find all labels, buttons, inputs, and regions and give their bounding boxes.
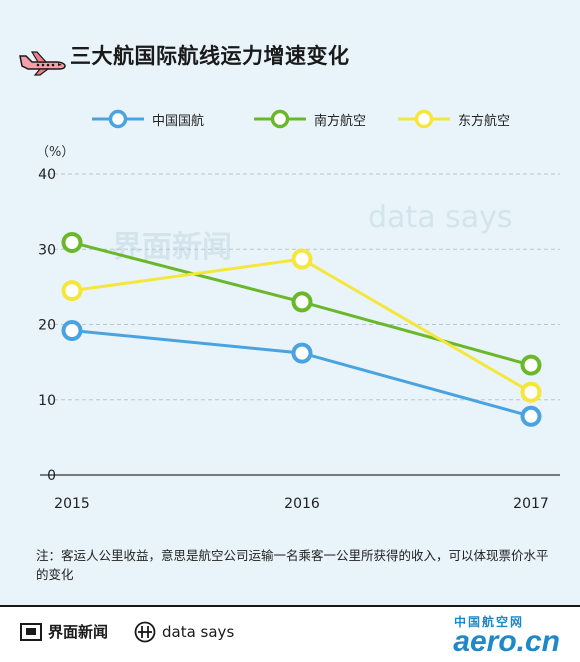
footer-divider: [0, 605, 580, 607]
data-point: [291, 248, 313, 270]
y-tick-label: 30: [38, 242, 56, 258]
data-says-brand: data says: [134, 621, 234, 643]
jiemian-logo-icon: [20, 622, 42, 641]
data-says-brand-text: data says: [162, 623, 235, 641]
legend-swatch-china-southern: [254, 109, 306, 129]
legend-swatch-china-eastern: [398, 109, 450, 129]
data-point: [520, 381, 542, 403]
y-tick-label: 0: [47, 468, 56, 484]
legend-item-air-china: 中国国航: [92, 106, 204, 132]
airplane-icon: [19, 51, 66, 76]
data-point: [61, 280, 83, 302]
data-point: [61, 320, 83, 342]
legend-label-china-eastern: 东方航空: [458, 113, 511, 129]
data-point: [291, 291, 313, 313]
series-points: [61, 231, 542, 427]
y-tick-labels: 0 10 20 30 40: [38, 167, 56, 484]
legend-item-china-eastern: 东方航空: [398, 106, 510, 132]
y-tick-label: 40: [38, 167, 56, 183]
aero-cn-text: 中国航空网: [453, 615, 524, 629]
data-point: [520, 354, 542, 376]
series-line: [71, 257, 532, 394]
footer: 界面新闻 data says 中国航空网 aero.cn: [0, 605, 580, 662]
y-tick-label: 20: [38, 318, 56, 334]
chart-note: 注：客运人公里收益，意思是航空公司运输一名乘客一公里所获得的收入，可以体现票价水…: [36, 548, 549, 582]
x-tick-label: 2016: [284, 496, 320, 512]
data-point: [61, 231, 83, 253]
grid: [40, 173, 560, 476]
jiemian-brand: 界面新闻: [20, 621, 108, 642]
x-tick-label: 2017: [513, 496, 549, 512]
data-point: [520, 405, 542, 427]
aero-cn-logo: 中国航空网 aero.cn: [408, 611, 568, 661]
x-tick-labels: 2015 2016 2017: [54, 496, 549, 512]
legend-label-china-southern: 南方航空: [314, 113, 367, 129]
x-tick-label: 2015: [54, 496, 90, 512]
y-axis-unit: （%）: [36, 145, 75, 160]
legend-item-china-southern: 南方航空: [254, 106, 366, 132]
chart-title: 三大航国际航线运力增速变化: [70, 44, 350, 68]
aero-en-text: aero.cn: [453, 625, 560, 658]
title-bar: 三大航国际航线运力增速变化: [18, 36, 558, 76]
data-point: [291, 342, 313, 364]
line-chart: 0 10 20 30 40 2015 2016 2017: [38, 167, 560, 512]
legend-label-air-china: 中国国航: [152, 113, 205, 129]
watermark-data-says: data says: [368, 200, 513, 235]
y-tick-label: 10: [38, 393, 56, 409]
jiemian-brand-text: 界面新闻: [48, 623, 109, 641]
legend: 中国国航 南方航空 东方航空: [92, 106, 572, 132]
legend-swatch-air-china: [92, 109, 144, 129]
data-says-logo-icon: [134, 621, 156, 643]
